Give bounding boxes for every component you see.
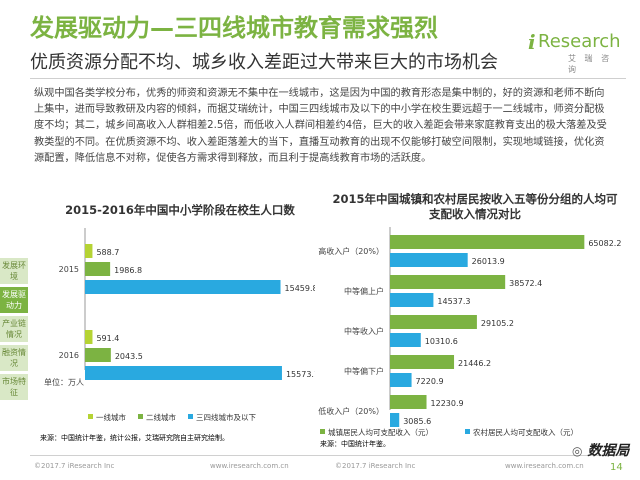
logo-subtext: 艾 瑞 咨 询 (568, 54, 613, 74)
data-label: 21446.2 (458, 359, 491, 368)
left-chart-title: 2015-2016年中国中小学阶段在校生人口数 (65, 203, 295, 217)
sidebar-item-environment[interactable]: 发展环境 (0, 258, 28, 284)
bar (390, 253, 468, 267)
footer-copyright-left: ©2017.7 iResearch Inc (34, 462, 115, 470)
bar (390, 293, 434, 307)
data-label: 10310.6 (425, 337, 458, 346)
category-label: 高收入户（20%） (318, 246, 384, 256)
data-label: 38572.4 (509, 279, 542, 288)
right-chart-source: 来源：中国统计年鉴。 (320, 439, 390, 447)
right-chart-title: 2015年中国城镇和农村居民按收入五等份分组的人均可支配收入情况对比 (332, 192, 618, 221)
legend-label: 二线城市 (146, 412, 176, 422)
data-label: 588.7 (96, 248, 119, 257)
data-label: 65082.2 (588, 239, 621, 248)
sidebar-item-industry-chain[interactable]: 产业链情况 (0, 316, 28, 342)
legend-swatch (88, 414, 93, 419)
legend-swatch (188, 414, 193, 419)
bar (390, 373, 412, 387)
bar (85, 262, 111, 276)
data-label: 15573.1 (286, 370, 315, 379)
legend-label: 三四线城市及以下 (196, 412, 256, 422)
bar (85, 244, 93, 258)
data-label: 2043.5 (115, 352, 143, 361)
sidebar-item-drivers[interactable]: 发展驱动力 (0, 287, 28, 313)
footer-url-right: www.iresearch.com.cn (505, 462, 584, 470)
legend-label: 城镇居民人均可支配收入（元） (328, 427, 433, 437)
data-label: 591.4 (96, 334, 119, 343)
logo-text: Research (538, 31, 621, 52)
data-label: 1986.8 (114, 266, 142, 275)
header-divider (30, 78, 626, 79)
left-chart-unit: 单位：万人 (44, 377, 84, 387)
data-label: 12230.9 (431, 399, 464, 408)
body-paragraph: 纵观中国各类学校分布，优秀的师资和资源无不集中在一线城市，这是因为中国的教育形态… (34, 88, 607, 164)
data-label: 3085.6 (403, 417, 431, 426)
right-chart: 城镇居民人均可支配收入（元） 农村居民人均可支配收入（元） 来源：中国统计年鉴。 … (318, 227, 621, 447)
bar (85, 366, 282, 380)
legend-swatch (138, 414, 143, 419)
data-label: 7220.9 (416, 377, 444, 386)
category-label: 中等偏下户 (344, 366, 384, 376)
data-label: 14537.3 (437, 297, 470, 306)
logo-mark: i (528, 30, 536, 54)
watermark-brand: ◎ 数据局 (572, 440, 629, 460)
legend-swatch (465, 429, 470, 434)
bar (390, 333, 421, 347)
category-label: 2016 (59, 351, 79, 360)
data-label: 29105.2 (481, 319, 514, 328)
footer-divider (30, 455, 626, 456)
bar (390, 355, 455, 369)
footer-copyright-right: ©2017.7 iResearch Inc (335, 462, 416, 470)
legend-label: 农村居民人均可支配收入（元） (473, 427, 578, 437)
sidebar-item-market[interactable]: 市场特征 (0, 374, 28, 400)
legend-label: 一线城市 (96, 412, 126, 422)
bar (85, 280, 281, 294)
brand-text: 数据局 (587, 443, 630, 459)
category-label: 2015 (59, 265, 79, 274)
sidebar-item-financing[interactable]: 融资情况 (0, 345, 28, 371)
bar (390, 413, 400, 427)
data-label: 26013.9 (472, 257, 505, 266)
left-chart: 单位：万人 一线城市 二线城市 三四线城市及以下 来源：中国统计年鉴，统计公报，艾瑞… (40, 228, 315, 442)
left-chart-source: 来源：中国统计年鉴，统计公报，艾瑞研究院自主研究绘制。 (40, 433, 229, 442)
legend-swatch (320, 429, 325, 434)
iresearch-logo: i Research 艾 瑞 咨 询 (528, 30, 628, 74)
bar (390, 275, 506, 289)
category-label: 中等收入户 (344, 326, 384, 336)
page-number: 14 (610, 462, 623, 473)
bar (390, 315, 477, 329)
bar (85, 348, 111, 362)
page-subtitle: 优质资源分配不均、城乡收入差距过大带来巨大的市场机会 (30, 52, 498, 73)
bar (85, 330, 93, 344)
data-label: 15459.8 (285, 284, 315, 293)
bar (390, 395, 427, 409)
category-label: 低收入户（20%） (318, 406, 384, 416)
footer-url-left: www.iresearch.com.cn (210, 462, 289, 470)
page-title: 发展驱动力—三四线城市教育需求强烈 (30, 14, 438, 42)
chat-bubble-icon: ◎ (572, 444, 583, 458)
section-sidebar: 发展环境 发展驱动力 产业链情况 融资情况 市场特征 (0, 258, 30, 403)
bar (390, 235, 585, 249)
category-label: 中等偏上户 (344, 286, 384, 296)
